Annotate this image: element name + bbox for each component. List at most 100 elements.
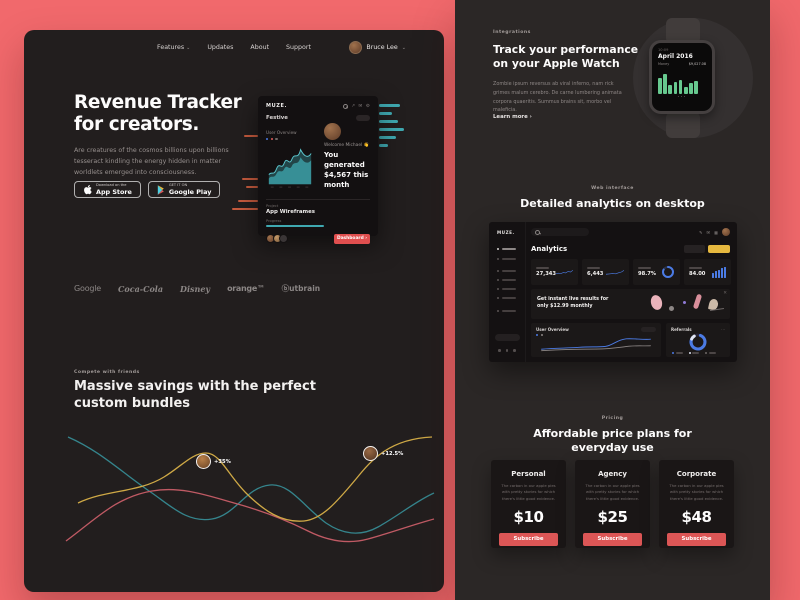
dashboard-sidebar: MUZE. — [489, 222, 526, 362]
sidebar-item[interactable] — [497, 310, 516, 312]
integrations-title: Track your performance on your Apple Wat… — [493, 43, 639, 71]
range-button[interactable] — [684, 245, 705, 253]
progress-label: Progress — [266, 219, 282, 224]
promo-banner: Get instant live results for only $12.99… — [531, 289, 730, 319]
grid-icon[interactable]: ▦ — [714, 229, 718, 235]
project-name: App Wireframes — [266, 209, 315, 216]
google-play-button[interactable]: GET IT ON Google Play — [147, 181, 221, 198]
dashboard-button[interactable]: Dashboard › — [334, 233, 370, 244]
sidebar-item[interactable] — [497, 279, 516, 281]
logo-disney: Disney — [180, 283, 211, 294]
user-overview-card: User Overview — [531, 323, 661, 357]
pricing-title: Affordable price plans for everyday use — [533, 427, 692, 455]
left-artboard: Features ⌄ Updates About Support Bruce Le… — [24, 30, 444, 592]
nav-item-about[interactable]: About — [250, 44, 270, 51]
main-nav: Features ⌄ Updates About Support — [24, 44, 444, 51]
close-icon[interactable]: ✕ — [723, 291, 727, 296]
stat-card: 27,343 — [531, 259, 578, 285]
deco-bar — [379, 104, 400, 108]
watch-metric-value: $9,027.08 — [688, 61, 706, 66]
mini-chart-legend — [266, 137, 318, 140]
dashboard-top-icons: ✎ ✉ ▦ — [699, 228, 730, 236]
sparkline — [606, 270, 624, 275]
app-store-button[interactable]: Download on the App Store — [74, 181, 141, 198]
sidebar-footer-icons — [498, 349, 516, 352]
plan-card-corporate: Corporate The carbon in our apple pies w… — [659, 460, 734, 548]
referrals-card: Referrals ⋯ — [666, 323, 730, 357]
sidebar-item[interactable] — [497, 270, 516, 272]
stat-card: 98.7% — [633, 259, 680, 285]
export-button[interactable] — [708, 245, 730, 253]
board-menu-pill[interactable] — [356, 115, 370, 121]
deco-bar — [379, 144, 388, 148]
stat-card: 84.00 — [684, 259, 731, 285]
progress-ring — [662, 266, 674, 278]
store-badges: Download on the App Store GET IT ON Google… — [74, 181, 221, 198]
user-menu[interactable]: Bruce Lee ⌄ — [349, 41, 406, 54]
chart-marker-2: +12.5% — [363, 446, 403, 461]
more-icon[interactable]: ⋯ — [721, 327, 725, 332]
project-label: Project — [266, 203, 279, 208]
watch-strap-top — [666, 18, 700, 44]
referrals-legend — [672, 352, 716, 354]
hero-description: Are creatures of the cosmos billions upo… — [74, 147, 229, 176]
chevron-down-icon: ⌄ — [401, 44, 406, 51]
stats-row: 27,343 6,443 98.7% 84.00 — [531, 259, 731, 285]
user-avatar — [349, 41, 363, 54]
deco-bar — [379, 136, 396, 140]
team-avatars — [266, 234, 288, 244]
progress-bar — [266, 225, 324, 227]
nav-item-updates[interactable]: Updates — [207, 44, 234, 51]
search-icon[interactable] — [342, 103, 348, 109]
share-icon[interactable]: ↗ — [351, 103, 356, 109]
right-artboard: Integrations Track your performance on y… — [455, 0, 770, 600]
deco-dash — [232, 208, 258, 210]
hero-title: Revenue Tracker for creators. — [74, 92, 242, 135]
dropdown-pill[interactable] — [641, 327, 656, 332]
subscribe-button[interactable]: Subscribe — [667, 532, 726, 546]
web-title: Detailed analytics on desktop — [520, 197, 705, 210]
deco-dash — [238, 200, 258, 202]
watch-time: 10:09 — [658, 48, 669, 52]
deco-bar — [379, 120, 398, 124]
logo-google: Google — [74, 284, 102, 293]
watch-screen: 10:09 April 2016 Money $9,027.08 ••• — [652, 43, 712, 111]
friend-avatar — [363, 446, 378, 461]
chat-icon[interactable]: ✉ — [706, 229, 711, 235]
board-title: Festive — [266, 115, 288, 121]
nav-item-features[interactable]: Features ⌄ — [157, 44, 191, 51]
nav-item-support[interactable]: Support — [286, 44, 311, 51]
gear-icon[interactable]: ⚙ — [365, 103, 370, 109]
mini-logo: MUZE. — [266, 103, 287, 109]
google-play-icon — [157, 184, 164, 195]
sidebar-item[interactable] — [497, 258, 516, 260]
customize-button[interactable] — [495, 334, 520, 341]
deco-shape — [669, 306, 674, 311]
chevron-down-icon: ⌄ — [186, 44, 191, 51]
edit-icon[interactable]: ✎ — [699, 229, 703, 235]
subscribe-button[interactable]: Subscribe — [499, 532, 558, 546]
apple-watch: 10:09 April 2016 Money $9,027.08 ••• — [649, 40, 715, 114]
dashboard-logo: MUZE. — [497, 230, 515, 235]
watch-strap-bottom — [666, 112, 700, 138]
watch-bar-chart — [658, 70, 706, 94]
deco-bar — [379, 112, 392, 116]
michael-avatar — [324, 123, 341, 140]
deco-shape — [683, 301, 686, 304]
watch-date: April 2016 — [658, 53, 693, 60]
integrations-description: Zombie ipsum reversus ab viral inferno, … — [493, 81, 622, 114]
dashboard-avatar[interactable] — [722, 228, 730, 236]
sidebar-item[interactable] — [497, 248, 516, 250]
chat-icon[interactable]: ✉ — [358, 103, 363, 109]
mini-dashboard-card: MUZE. ↗ ✉ ⚙ Festive User Overview — [258, 96, 378, 244]
dashboard-search-input[interactable] — [531, 228, 589, 236]
subscribe-button[interactable]: Subscribe — [583, 532, 642, 546]
savings-eyebrow: Compete with friends — [74, 370, 140, 375]
marker-percentage: +35% — [214, 458, 231, 465]
sidebar-item[interactable] — [497, 288, 516, 290]
pricing-plans: Personal The carbon in our apple pies wi… — [491, 460, 734, 548]
learn-more-link[interactable]: Learn more › — [493, 114, 532, 120]
welcome-text: Welcome Michael 👋 — [324, 143, 370, 148]
mini-welcome-block: Welcome Michael 👋 You generated $4,567 t… — [318, 123, 370, 194]
sidebar-item[interactable] — [497, 297, 516, 299]
